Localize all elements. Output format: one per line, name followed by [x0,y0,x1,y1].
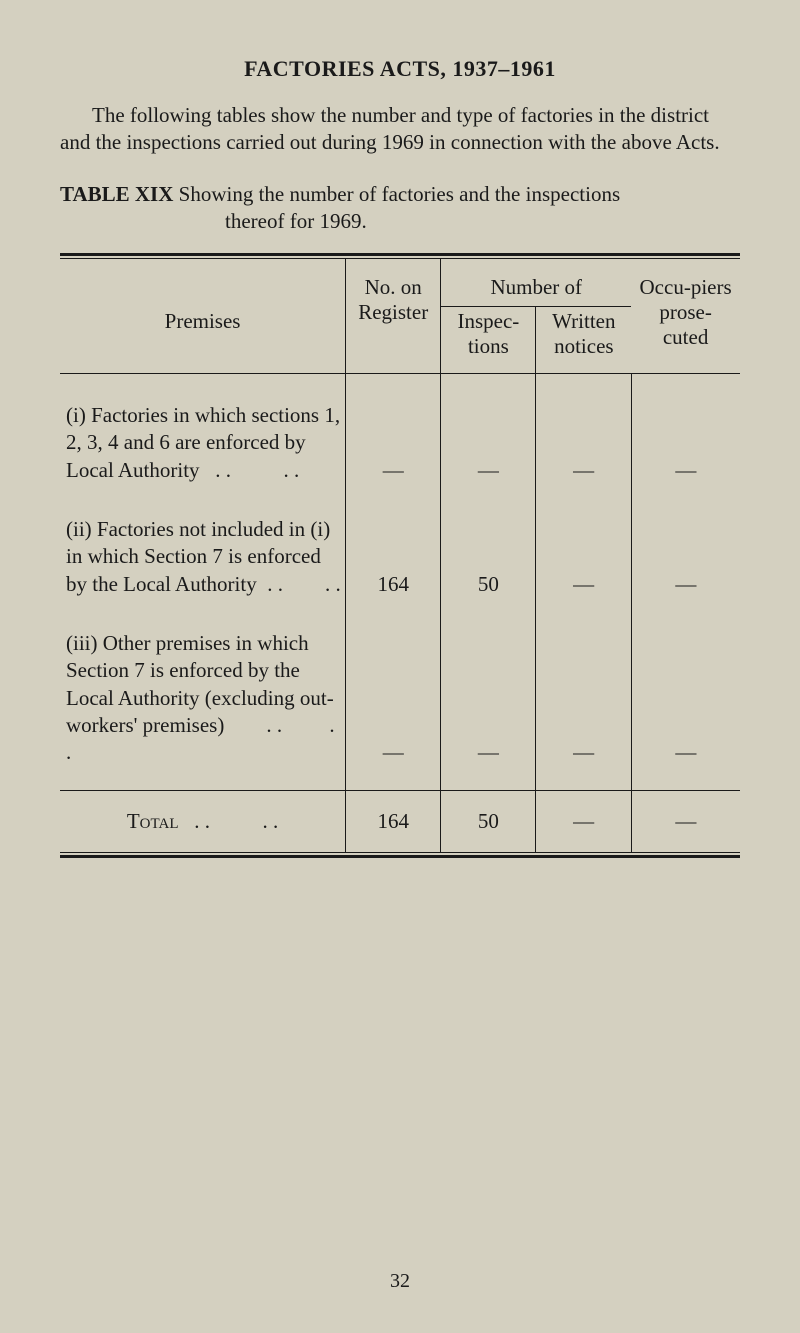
cell-occu: — [631,374,740,488]
page-number: 32 [0,1270,800,1293]
header-premises: Premises [60,259,346,374]
cell-register: — [346,374,441,488]
cell-inspec: — [441,602,536,791]
intro-paragraph: The following tables show the number and… [60,102,740,157]
page-title: FACTORIES ACTS, 1937–1961 [60,56,740,82]
header-inspections: Inspec-tions [441,307,536,374]
header-register: No. on Register [346,259,441,374]
caption-label: TABLE XIX [60,182,173,206]
total-occu: — [631,791,740,853]
cell-register: 164 [346,488,441,602]
row-label: (ii) Factories not included in (i) in wh… [60,488,346,602]
cell-inspec: 50 [441,488,536,602]
total-label: Total . . . . [60,791,346,853]
factories-table: Premises No. on Register Number of Occu-… [60,253,740,858]
row-label: (iii) Other premises in which Section 7 … [60,602,346,791]
cell-occu: — [631,488,740,602]
caption-text: Showing the number of factories and the … [179,182,620,206]
total-register: 164 [346,791,441,853]
cell-register: — [346,602,441,791]
total-inspec: 50 [441,791,536,853]
total-written: — [536,791,631,853]
cell-written: — [536,488,631,602]
cell-written: — [536,602,631,791]
row-label: (i) Factories in which sections 1, 2, 3,… [60,374,346,488]
table-caption: TABLE XIX Showing the number of factorie… [60,181,740,236]
header-numberof: Number of [441,259,631,307]
cell-occu: — [631,602,740,791]
header-occupiers: Occu-piers prose-cuted [631,259,740,374]
caption-sub: thereof for 1969. [60,209,367,233]
cell-inspec: — [441,374,536,488]
header-written: Written notices [536,307,631,374]
cell-written: — [536,374,631,488]
